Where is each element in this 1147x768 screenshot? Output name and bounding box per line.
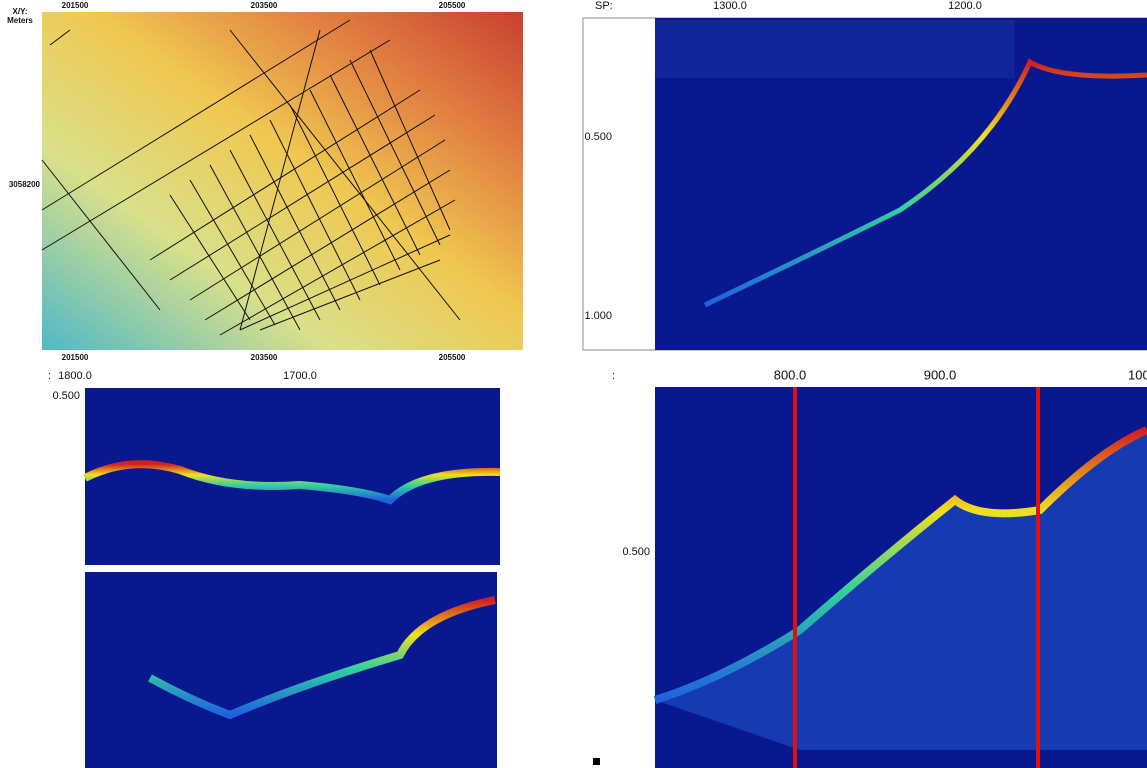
x-tick-label: 1300.0	[713, 0, 747, 12]
seismic-image	[85, 572, 497, 768]
axis-label: :	[612, 370, 615, 382]
axis-label: :	[48, 370, 51, 382]
y-tick-label: 0.500	[622, 546, 650, 558]
marker	[593, 758, 600, 765]
x-tick-label: 205500	[439, 353, 466, 362]
reflector	[703, 58, 1147, 308]
noise-band	[655, 20, 1015, 78]
corner-label: X/Y:	[13, 7, 28, 16]
x-tick-label: 900.0	[924, 367, 957, 382]
x-tick-label: 201500	[62, 1, 89, 10]
x-tick-label: 201500	[62, 353, 89, 362]
x-tick-label: 1200.0	[948, 0, 982, 12]
y-tick-label: 3058200	[9, 180, 41, 189]
reflector	[653, 426, 1147, 704]
y-tick-label: 0.500	[584, 131, 612, 143]
corner-label: Meters	[7, 16, 33, 25]
reflector	[83, 460, 501, 505]
axis-label: SP:	[595, 0, 613, 12]
y-tick-label: 0.500	[52, 390, 80, 402]
sediment	[655, 430, 1147, 750]
x-tick-label: 203500	[251, 1, 278, 10]
profile-top-right: SP: 1300.0 1200.0 0.500 1.000	[582, 0, 1147, 351]
x-tick-label: 1800.0	[58, 370, 92, 382]
x-tick-label: 1700.0	[283, 370, 317, 382]
survey-lines	[41, 19, 461, 336]
x-tick-label: 203500	[251, 353, 278, 362]
x-tick-label: 800.0	[774, 367, 807, 382]
y-tick-label: 1.000	[584, 310, 612, 322]
profile-bottom-left: : 1800.0 1700.0 0.500	[48, 370, 501, 768]
x-tick-label: 205500	[439, 1, 466, 10]
reflector	[148, 596, 496, 720]
map-panel: X/Y: Meters 201500 203500 205500 201500 …	[7, 1, 523, 362]
bathymetry	[42, 12, 523, 350]
